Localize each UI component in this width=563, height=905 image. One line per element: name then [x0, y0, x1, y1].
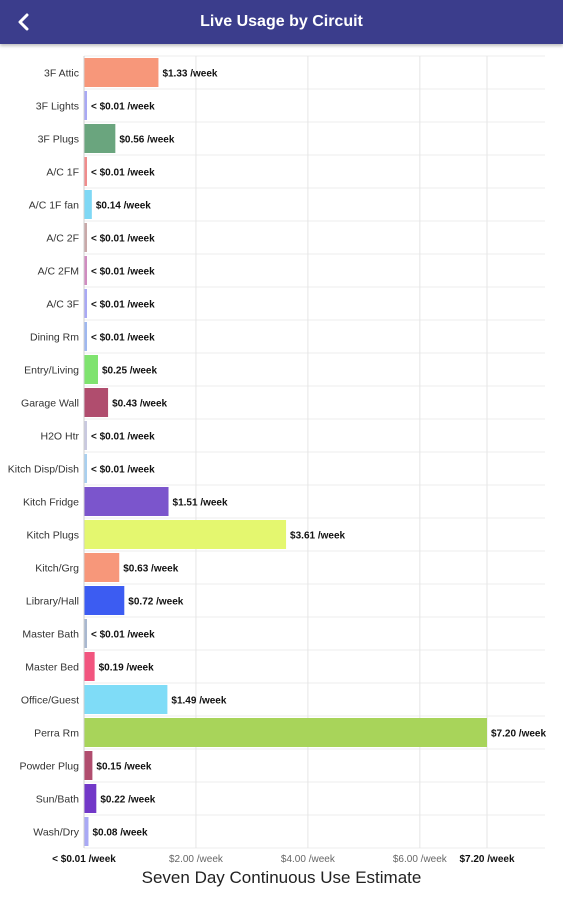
category-label: Garage Wall: [21, 398, 79, 410]
bar-20: [84, 718, 487, 747]
x-tick-label: < $0.01 /week: [52, 854, 116, 865]
bar-3: [84, 157, 87, 186]
bar-5: [84, 223, 87, 252]
data-label: < $0.01 /week: [91, 267, 155, 278]
bar-23: [84, 817, 89, 846]
bar-16: [84, 586, 125, 615]
x-tick-label: $2.00 /week: [169, 854, 224, 865]
data-label: $0.72 /week: [128, 597, 183, 608]
x-tick-label: $7.20 /week: [459, 854, 514, 865]
page-title: Live Usage by Circuit: [200, 13, 363, 30]
category-label: Sun/Bath: [36, 794, 79, 806]
bar-17: [84, 619, 87, 648]
data-label: < $0.01 /week: [91, 333, 155, 344]
usage-bar-chart: 3F Attic $1.33 /week 3F Lights < $0.01 /wee…: [8, 55, 546, 865]
data-label: $1.49 /week: [171, 696, 226, 707]
bar-0: [84, 58, 159, 87]
chart-area: 3F Attic $1.33 /week 3F Lights < $0.01 /wee…: [0, 44, 563, 900]
data-label: $1.33 /week: [162, 69, 217, 80]
data-label: $7.20 /week: [491, 729, 546, 740]
bar-11: [84, 421, 87, 450]
data-label: < $0.01 /week: [91, 234, 155, 245]
data-label: $0.56 /week: [119, 135, 174, 146]
data-label: < $0.01 /week: [91, 102, 155, 113]
data-label: $0.63 /week: [123, 564, 178, 575]
bar-22: [84, 784, 97, 813]
bar-2: [84, 124, 116, 153]
category-label: H2O Htr: [40, 431, 79, 443]
category-label: 3F Plugs: [38, 134, 79, 146]
data-label: < $0.01 /week: [91, 630, 155, 641]
data-label: < $0.01 /week: [91, 432, 155, 443]
data-label: $3.61 /week: [290, 531, 345, 542]
data-label: < $0.01 /week: [91, 300, 155, 311]
category-label: 3F Attic: [44, 68, 79, 80]
category-label: Powder Plug: [19, 761, 79, 773]
category-label: Master Bath: [22, 629, 79, 641]
category-label: A/C 1F: [46, 167, 79, 179]
data-label: $0.08 /week: [92, 828, 147, 839]
bar-7: [84, 289, 87, 318]
bar-14: [84, 520, 287, 549]
bar-6: [84, 256, 87, 285]
data-label: $0.14 /week: [96, 201, 151, 212]
category-label: 3F Lights: [36, 101, 79, 113]
bar-10: [84, 388, 109, 417]
data-label: < $0.01 /week: [91, 465, 155, 476]
category-label: A/C 1F fan: [29, 200, 79, 212]
bar-19: [84, 685, 168, 714]
category-label: A/C 2FM: [38, 266, 79, 278]
data-label: $0.43 /week: [112, 399, 167, 410]
bar-15: [84, 553, 120, 582]
category-label: Kitch Fridge: [23, 497, 79, 509]
category-label: Perra Rm: [34, 728, 79, 740]
category-label: A/C 3F: [46, 299, 79, 311]
bar-8: [84, 322, 87, 351]
category-label: Entry/Living: [24, 365, 79, 377]
bar-1: [84, 91, 87, 120]
bar-9: [84, 355, 98, 384]
bar-4: [84, 190, 92, 219]
category-label: A/C 2F: [46, 233, 79, 245]
category-label: Office/Guest: [21, 695, 79, 707]
category-label: Kitch Plugs: [26, 530, 79, 542]
data-label: $0.19 /week: [99, 663, 154, 674]
bar-13: [84, 487, 169, 516]
category-label: Master Bed: [25, 662, 79, 674]
category-label: Kitch/Grg: [35, 563, 79, 575]
bar-12: [84, 454, 87, 483]
data-label: $0.15 /week: [96, 762, 151, 773]
data-label: < $0.01 /week: [91, 168, 155, 179]
data-label: $0.25 /week: [102, 366, 157, 377]
back-button[interactable]: [8, 6, 40, 38]
category-label: Dining Rm: [30, 332, 79, 344]
x-tick-label: $6.00 /week: [393, 854, 448, 865]
x-tick-label: $4.00 /week: [281, 854, 336, 865]
category-label: Library/Hall: [26, 596, 79, 608]
data-label: $1.51 /week: [173, 498, 228, 509]
data-label: $0.22 /week: [100, 795, 155, 806]
bar-21: [84, 751, 93, 780]
chevron-left-icon: [18, 13, 29, 31]
app-bar: Live Usage by Circuit: [0, 0, 563, 44]
category-label: Wash/Dry: [33, 827, 79, 839]
chart-title: Seven Day Continuous Use Estimate: [141, 868, 422, 887]
category-label: Kitch Disp/Dish: [8, 464, 79, 476]
bar-18: [84, 652, 95, 681]
